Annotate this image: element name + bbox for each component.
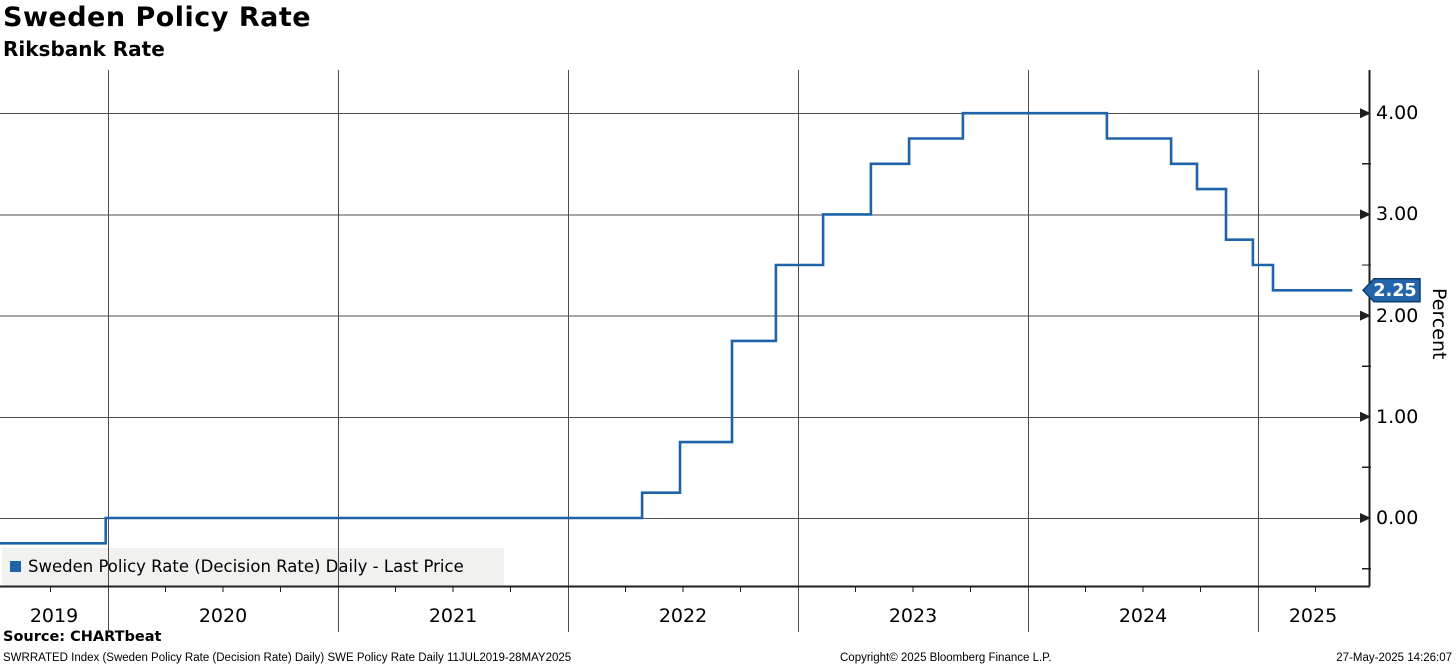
last-price-tag-shape	[1361, 278, 1421, 303]
x-axis-tick-label: 2020	[198, 605, 248, 627]
y-axis-tick-label: 1.00	[1376, 406, 1419, 428]
legend-box	[2, 548, 504, 585]
last-price-tag: 2.25	[1373, 281, 1417, 301]
y-axis-tick-label: 2.00	[1376, 305, 1419, 327]
y-axis-tick-label: 0.00	[1376, 507, 1419, 529]
ticker-details: SWRRATED Index (Sweden Policy Rate (Deci…	[3, 652, 572, 664]
x-axis-tick-label: 2024	[1118, 605, 1168, 627]
y-tick-arrow-icon	[1360, 513, 1371, 523]
x-axis-tick-label: 2023	[888, 605, 938, 627]
copyright-text: Copyright© 2025 Bloomberg Finance L.P.	[840, 652, 1052, 664]
y-tick-arrow-icon	[1360, 310, 1371, 321]
y-tick-arrow-icon	[1360, 411, 1371, 422]
rate-step-line	[0, 111, 1353, 545]
y-tick-arrow-icon	[1360, 209, 1371, 220]
legend-marker-icon	[10, 561, 21, 572]
x-axis-tick-label: 2022	[658, 605, 708, 627]
y-axis-title: Percent	[1428, 288, 1450, 360]
y-axis-tick-label: 4.00	[1376, 102, 1419, 124]
source-label: Source: CHARTbeat	[3, 629, 162, 645]
timestamp: 27-May-2025 14:26:07	[1336, 652, 1452, 664]
page-title: Sweden Policy Rate	[3, 2, 312, 33]
legend-label: Sweden Policy Rate (Decision Rate) Daily…	[28, 557, 464, 576]
legend: Sweden Policy Rate (Decision Rate) Daily…	[10, 548, 464, 585]
x-axis-tick-label: 2019	[29, 605, 79, 627]
y-axis-tick-label: 3.00	[1376, 203, 1419, 225]
x-axis-tick-label: 2021	[428, 605, 478, 627]
page-subtitle: Riksbank Rate	[3, 37, 165, 61]
y-tick-arrow-icon	[1360, 108, 1371, 119]
x-axis-tick-label: 2025	[1288, 605, 1338, 627]
